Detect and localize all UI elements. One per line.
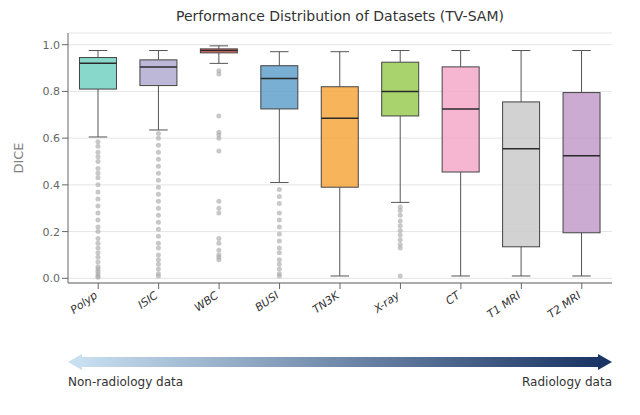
svg-text:0.0: 0.0	[43, 272, 61, 285]
svg-text:Polyp: Polyp	[68, 289, 100, 317]
svg-text:WBC: WBC	[192, 289, 221, 315]
svg-text:0.4: 0.4	[43, 179, 61, 192]
svg-text:TN3K: TN3K	[310, 288, 342, 316]
svg-text:BUSI: BUSI	[253, 289, 282, 314]
svg-text:0.8: 0.8	[43, 85, 61, 98]
svg-text:0.6: 0.6	[43, 132, 61, 145]
svg-text:T1 MRI: T1 MRI	[485, 289, 523, 321]
svg-text:CT: CT	[443, 288, 463, 308]
svg-text:DICE: DICE	[11, 142, 26, 173]
svg-text:0.2: 0.2	[43, 226, 61, 239]
html-text:Performance Distribution of Da: Performance Distribution of Datasets (TV…	[176, 8, 504, 24]
svg-text:X-ray: X-ray	[371, 289, 403, 317]
svg-text:T2 MRI: T2 MRI	[545, 289, 583, 321]
svg-text:ISIC: ISIC	[136, 289, 161, 312]
html-text:Radiology data: Radiology data	[522, 375, 612, 389]
svg-text:1.0: 1.0	[43, 39, 61, 52]
html-text:Non-radiology data: Non-radiology data	[68, 375, 184, 389]
